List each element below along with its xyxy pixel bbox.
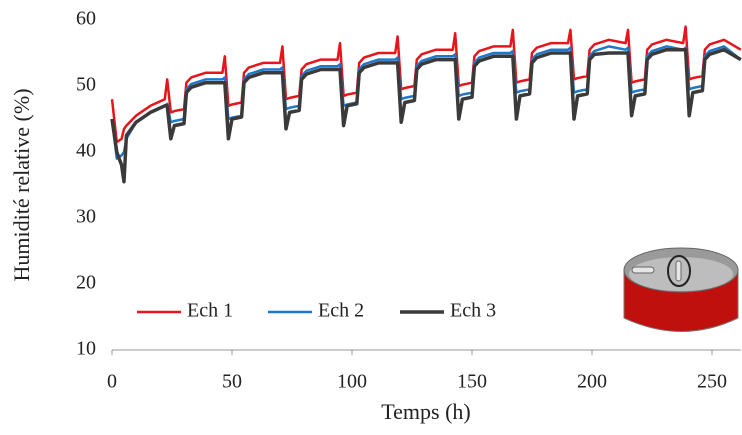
legend-label: Ech 3 (450, 300, 496, 322)
x-tick-label: 200 (577, 371, 607, 393)
y-tick-label: 50 (76, 74, 96, 96)
x-axis-title: Temps (h) (381, 399, 471, 424)
legend-label: Ech 2 (318, 300, 364, 322)
x-tick-label: 50 (222, 371, 242, 393)
series-line (110, 47, 742, 184)
y-tick-label: 20 (76, 272, 96, 294)
y-tick-label: 30 (76, 206, 96, 228)
y-tick-label: 10 (76, 338, 96, 360)
y-tick-label: 60 (76, 8, 96, 30)
x-tick-label: 150 (457, 371, 487, 393)
x-tick-label: 0 (107, 371, 117, 393)
legend-label: Ech 1 (187, 300, 233, 322)
cylinder-icon (623, 247, 739, 332)
x-tick-label: 250 (697, 371, 727, 393)
y-tick-label: 40 (76, 140, 96, 162)
x-tick-label: 100 (337, 371, 367, 393)
y-axis-title: Humidité relative (%) (9, 88, 34, 281)
